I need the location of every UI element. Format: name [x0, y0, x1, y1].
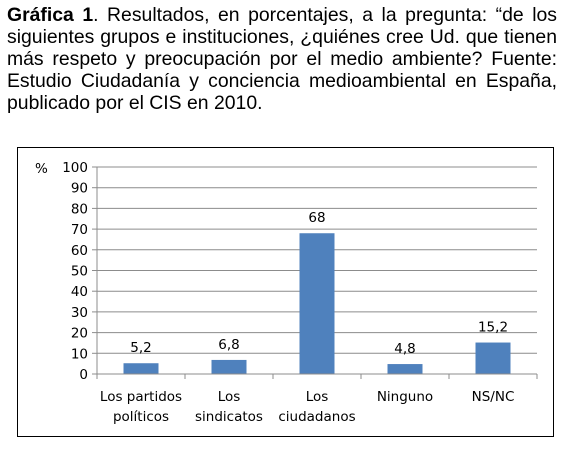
data-label: 6,8 — [218, 337, 239, 353]
x-tick-label: Ninguno — [377, 389, 433, 405]
x-tick-label: Los partidos — [100, 389, 182, 405]
bar — [387, 364, 423, 374]
x-tick-label: ciudadanos — [278, 409, 355, 425]
y-tick-label: 20 — [71, 326, 88, 342]
x-tick-label: políticos — [113, 409, 169, 425]
data-label: 5,2 — [130, 340, 151, 356]
labels: 0 10 20 30 40 50 60 70 80 90 100% 5,2 Los partidos po… — [35, 160, 514, 425]
data-label: 4,8 — [394, 341, 415, 357]
y-tick-label: 10 — [71, 346, 88, 362]
x-tick-label: Los — [218, 389, 241, 405]
bars — [123, 233, 511, 374]
chart-frame — [17, 147, 554, 437]
y-tick-label: 100 — [62, 160, 88, 176]
x-tick-label: NS/NC — [472, 389, 515, 405]
y-tick-label: 50 — [71, 264, 88, 280]
y-axis-label: % — [35, 161, 48, 177]
bar — [123, 363, 159, 374]
caption-text: . Resultados, en porcentajes, a la pregu… — [7, 4, 557, 114]
figure-caption: Gráfica 1. Resultados, en porcentajes, a… — [7, 4, 557, 114]
caption-label: Gráfica 1 — [7, 4, 94, 26]
y-tick-label: 30 — [71, 305, 88, 321]
bar — [299, 233, 335, 374]
axes — [92, 166, 538, 379]
y-tick-label: 70 — [71, 222, 88, 238]
data-label: 68 — [308, 210, 325, 226]
y-tick-label: 80 — [71, 201, 88, 217]
data-label: 15,2 — [478, 320, 508, 336]
bar — [475, 342, 511, 374]
y-tick-label: 90 — [71, 181, 88, 197]
y-tick-label: 0 — [79, 367, 88, 383]
x-tick-label: sindicatos — [195, 409, 263, 425]
y-tick-label: 40 — [71, 284, 88, 300]
x-tick-label: Los — [306, 389, 329, 405]
bar — [211, 359, 247, 374]
y-tick-label: 60 — [71, 243, 88, 259]
